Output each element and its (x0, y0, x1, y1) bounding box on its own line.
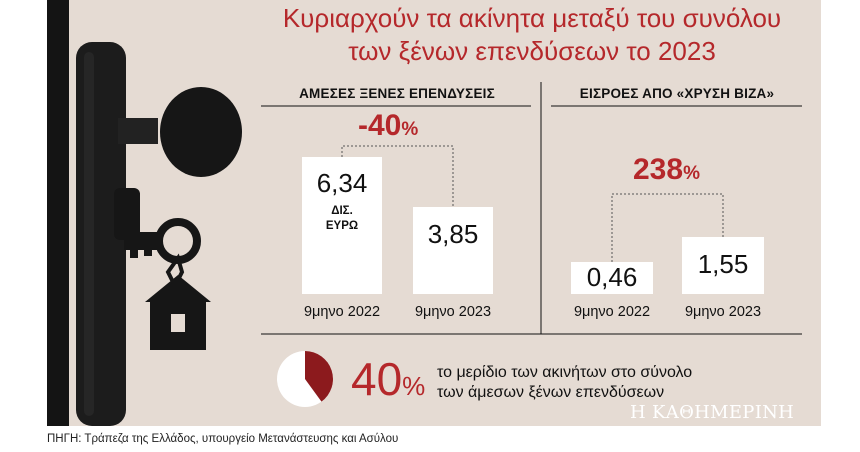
share-text-line-1: το μερίδιο των ακινήτων στο σύνολο (437, 364, 693, 381)
visa-category-2023: 9μηνο 2023 (684, 304, 762, 320)
fdi-bar-2022 (302, 157, 382, 294)
fdi-change-bracket (341, 145, 454, 207)
share-percent-sign: % (402, 371, 426, 401)
fdi-category-2022: 9μηνο 2022 (303, 304, 381, 320)
share-pie-slice (305, 351, 333, 402)
share-text-line-2: των άμεσων ξένων επενδύσεων (437, 384, 665, 401)
fdi-change-value: -40 (358, 109, 402, 142)
visa-change-value: 238 (633, 153, 684, 186)
fdi-change-label: -40% (358, 109, 418, 143)
source-note: ΠΗΓΗ: Τράπεζα της Ελλάδος, υπουργείο Μετ… (47, 433, 399, 445)
share-percent-value: 40 (351, 353, 403, 405)
fdi-change-sign: % (401, 119, 419, 140)
house-keychain-icon (145, 253, 211, 350)
fdi-value-2023: 3,85 (427, 219, 479, 249)
fdi-value-2022: 6,34 (316, 168, 368, 198)
door-handle-icon (47, 0, 242, 426)
fdi-unit-label: ΔΙΣ. ΕΥΡΩ (302, 204, 382, 234)
visa-change-label: 238% (633, 153, 700, 187)
visa-value-2023: 1,55 (697, 249, 749, 279)
visa-value-2022: 0,46 (586, 262, 638, 292)
page-title: Κυριαρχούν τα ακίνητα μεταξύ του συνόλου… (262, 2, 802, 68)
fdi-bar-2023 (413, 207, 493, 294)
visa-change-sign: % (683, 163, 700, 184)
share-percent: 40% (351, 352, 425, 406)
visa-bars (571, 193, 764, 294)
share-description: το μερίδιο των ακινήτων στο σύνολο των ά… (437, 363, 692, 403)
fdi-category-2023: 9μηνο 2023 (414, 304, 492, 320)
fdi-heading: ΑΜΕΣΕΣ ΞΕΝΕΣ ΕΠΕΝΔΥΣΕΙΣ (299, 86, 495, 101)
share-pie (277, 351, 333, 407)
title-line-1: Κυριαρχούν τα ακίνητα μεταξύ του συνόλου (282, 3, 782, 33)
visa-heading: ΕΙΣΡΟΕΣ ΑΠΟ «ΧΡΥΣΗ ΒΙΖΑ» (579, 86, 775, 101)
visa-change-bracket (611, 193, 724, 262)
visa-category-2022: 9μηνο 2022 (573, 304, 651, 320)
fdi-bars (302, 145, 493, 294)
fdi-unit-line-1: ΔΙΣ. (331, 205, 353, 217)
visa-bar-2023 (682, 237, 764, 294)
fdi-unit-line-2: ΕΥΡΩ (325, 220, 359, 232)
visa-bar-2022 (571, 262, 653, 294)
section-dividers (261, 82, 802, 335)
title-line-2: των ξένων επενδύσεων το 2023 (348, 36, 716, 66)
brand-logo: Η ΚΑΘΗΜΕΡΙΝΗ (630, 402, 795, 423)
